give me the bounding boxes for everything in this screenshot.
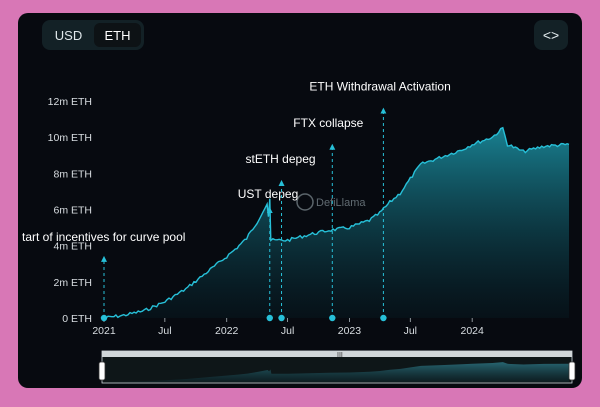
defillama-watermark: DefiLlama bbox=[296, 193, 366, 211]
code-icon: <> bbox=[542, 27, 560, 43]
annotation-dot bbox=[100, 314, 108, 322]
annotation-label: FTX collapse bbox=[293, 116, 363, 130]
y-axis: 0 ETH 2m ETH 4m ETH 6m ETH 8m ETH 10m ETH 12m … bbox=[48, 96, 92, 325]
x-tick-label: 2022 bbox=[215, 325, 239, 337]
annotation-label: ETH Withdrawal Activation bbox=[309, 80, 450, 94]
x-tick-label: 2021 bbox=[92, 325, 116, 337]
annotation-dot bbox=[380, 314, 387, 322]
annotations: tart of incentives for curve pool UST dep… bbox=[22, 80, 451, 322]
y-tick-label: 12m ETH bbox=[48, 96, 92, 108]
tvl-area bbox=[104, 127, 569, 318]
x-tick-label: Jul bbox=[281, 325, 294, 337]
x-axis: 2021 Jul 2022 Jul 2023 Jul 2024 bbox=[92, 318, 484, 337]
annotation-dot bbox=[278, 314, 285, 322]
tvl-chart: 0 ETH 2m ETH 4m ETH 6m ETH 8m ETH 10m ETH 12m … bbox=[22, 80, 576, 384]
x-tick-label: Jul bbox=[404, 325, 417, 337]
y-tick-label: 0 ETH bbox=[62, 313, 92, 325]
x-tick-label: Jul bbox=[158, 325, 171, 337]
range-brush[interactable]: III bbox=[98, 350, 576, 384]
annotation-dot bbox=[329, 314, 336, 322]
brush-grip-icon: III bbox=[337, 352, 343, 359]
currency-toggle: USD ETH bbox=[42, 20, 144, 50]
annotation-dot bbox=[266, 314, 273, 322]
y-tick-label: 2m ETH bbox=[53, 277, 92, 289]
embed-code-button[interactable]: <> bbox=[534, 20, 568, 50]
brush-left-handle[interactable] bbox=[98, 361, 106, 381]
y-tick-label: 8m ETH bbox=[53, 168, 92, 180]
annotation-label: stETH depeg bbox=[246, 152, 316, 166]
tvl-line bbox=[103, 126, 570, 319]
defillama-logo-icon bbox=[296, 193, 314, 211]
annotation-label: UST depeg bbox=[238, 187, 299, 201]
y-tick-label: 4m ETH bbox=[53, 241, 92, 253]
y-tick-label: 10m ETH bbox=[48, 132, 92, 144]
brush-top-handle[interactable] bbox=[102, 351, 572, 357]
watermark-text: DefiLlama bbox=[316, 197, 366, 209]
annotation-label: tart of incentives for curve pool bbox=[22, 230, 185, 244]
eth-toggle-button[interactable]: ETH bbox=[94, 23, 141, 47]
x-tick-label: 2024 bbox=[460, 325, 484, 337]
x-tick-label: 2023 bbox=[338, 325, 362, 337]
brush-right-handle[interactable] bbox=[568, 361, 576, 381]
usd-toggle-button[interactable]: USD bbox=[54, 27, 83, 43]
y-tick-label: 6m ETH bbox=[53, 205, 92, 217]
brush-area bbox=[105, 362, 569, 382]
chart-panel: USD ETH <> 0 ETH 2m ETH 4m ETH 6m ETH 8m ETH… bbox=[18, 13, 582, 388]
